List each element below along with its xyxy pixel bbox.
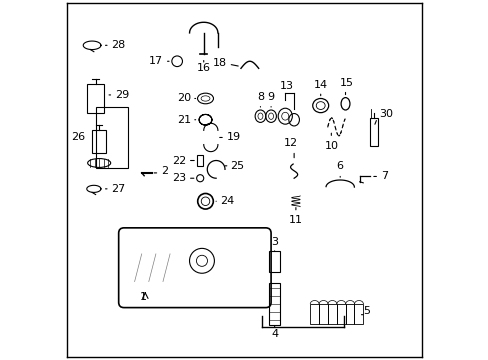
- Bar: [309, 304, 318, 324]
- Bar: [92, 130, 106, 153]
- Text: 8: 8: [256, 92, 264, 102]
- Text: 15: 15: [340, 78, 354, 88]
- Text: 2: 2: [161, 166, 168, 176]
- Text: 13: 13: [280, 81, 293, 91]
- Bar: [369, 118, 377, 146]
- Bar: [269, 251, 279, 272]
- Bar: [336, 304, 345, 324]
- Bar: [269, 283, 279, 325]
- Text: 9: 9: [267, 92, 274, 102]
- Text: 24: 24: [219, 196, 233, 206]
- Text: 17: 17: [148, 56, 163, 66]
- Text: 7: 7: [380, 171, 387, 181]
- Text: 14: 14: [313, 80, 327, 90]
- Text: 25: 25: [230, 161, 244, 171]
- Text: 23: 23: [172, 173, 185, 183]
- Text: 11: 11: [288, 215, 302, 225]
- Text: 20: 20: [177, 94, 191, 103]
- Bar: [345, 304, 354, 324]
- Text: 18: 18: [212, 58, 226, 68]
- Text: 19: 19: [226, 132, 241, 143]
- Text: 26: 26: [71, 132, 85, 143]
- Text: 28: 28: [111, 40, 125, 50]
- Text: 3: 3: [270, 237, 278, 247]
- Bar: [327, 304, 336, 324]
- Text: 30: 30: [378, 109, 392, 120]
- Text: 10: 10: [324, 141, 338, 151]
- Text: 6: 6: [336, 161, 343, 171]
- Bar: [354, 304, 363, 324]
- Text: 4: 4: [270, 329, 278, 339]
- Bar: [197, 155, 203, 166]
- Text: 1: 1: [140, 292, 147, 302]
- Text: 16: 16: [196, 63, 210, 73]
- Text: 12: 12: [283, 138, 297, 148]
- Bar: [96, 107, 127, 168]
- Text: 22: 22: [171, 156, 185, 166]
- Text: 5: 5: [363, 306, 369, 316]
- Bar: [86, 84, 104, 113]
- Text: 29: 29: [115, 90, 129, 100]
- Text: 27: 27: [111, 184, 125, 194]
- Bar: [318, 304, 327, 324]
- Text: 21: 21: [177, 115, 191, 125]
